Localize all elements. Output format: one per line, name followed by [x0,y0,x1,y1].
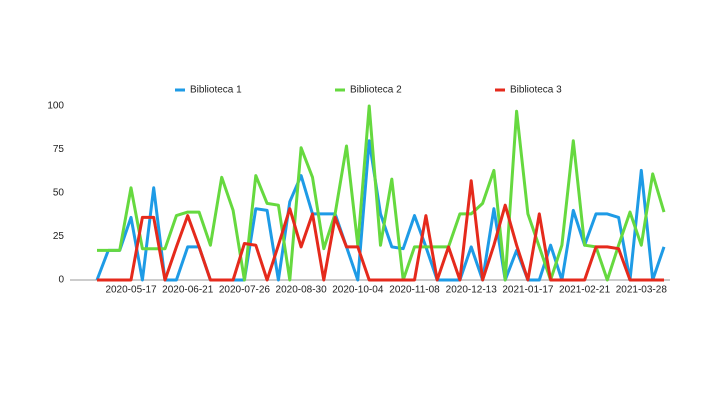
series-line [97,179,664,282]
x-tick-label: 2020-07-26 [219,285,271,296]
y-tick-label: 0 [58,275,64,286]
y-tick-label: 25 [53,231,65,242]
legend-label: Biblioteca 2 [350,85,402,96]
x-tick-label: 2020-12-13 [446,285,498,296]
x-tick-label: 2020-06-21 [162,285,214,296]
x-tick-label: 2021-03-28 [616,285,668,296]
x-tick-label: 2020-10-04 [332,285,384,296]
x-tick-label: 2021-02-21 [559,285,611,296]
x-tick-label: 2020-08-30 [276,285,328,296]
series-line [95,139,666,282]
x-tick-label: 2020-11-08 [389,285,440,296]
x-tick-label: 2021-01-17 [502,285,554,296]
y-tick-label: 75 [53,144,65,155]
legend-label: Biblioteca 3 [510,85,562,96]
x-tick-label: 2020-05-17 [105,285,157,296]
y-tick-label: 100 [47,101,64,112]
legend-label: Biblioteca 1 [190,85,242,96]
series-line [97,104,666,282]
y-tick-label: 50 [53,188,65,199]
